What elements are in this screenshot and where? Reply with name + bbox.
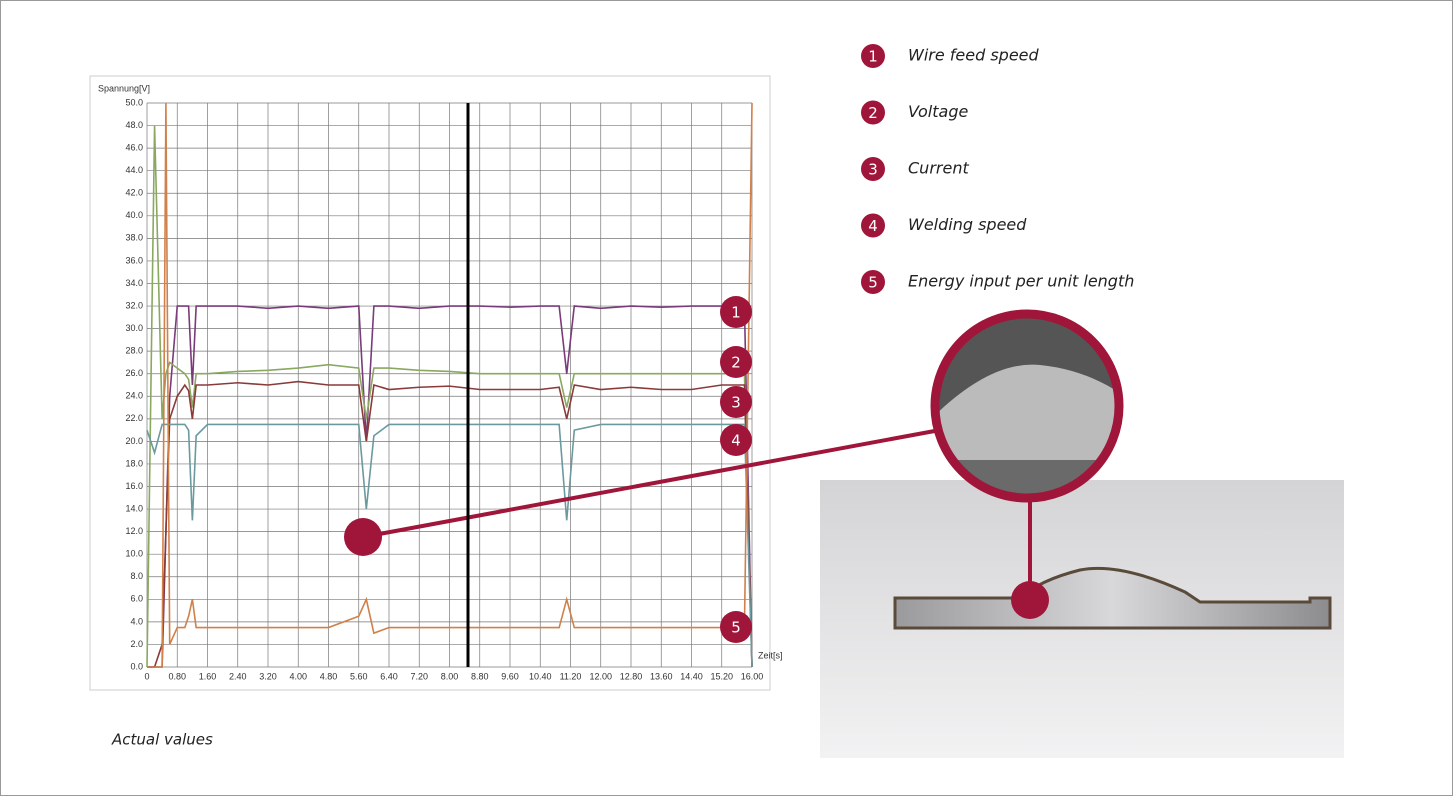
- x-tick-label: 12.80: [620, 671, 643, 681]
- x-tick-label: 7.20: [410, 671, 428, 681]
- y-tick-label: 32.0: [125, 300, 143, 310]
- y-tick-label: 22.0: [125, 413, 143, 423]
- y-tick-label: 4.0: [130, 616, 143, 626]
- x-tick-label: 4.80: [320, 671, 338, 681]
- y-tick-label: 6.0: [130, 594, 143, 604]
- y-tick-label: 8.0: [130, 571, 143, 581]
- x-tick-label: 5.60: [350, 671, 368, 681]
- badge-number: 5: [731, 619, 741, 637]
- legend-number: 4: [868, 217, 878, 235]
- legend-number: 2: [868, 104, 878, 122]
- x-tick-label: 8.80: [471, 671, 489, 681]
- y-tick-label: 48.0: [125, 120, 143, 130]
- y-tick-label: 24.0: [125, 391, 143, 401]
- y-tick-label: 10.0: [125, 549, 143, 559]
- y-tick-label: 16.0: [125, 481, 143, 491]
- x-tick-label: 16.00: [741, 671, 764, 681]
- y-tick-label: 18.0: [125, 458, 143, 468]
- y-tick-label: 2.0: [130, 639, 143, 649]
- y-tick-label: 38.0: [125, 233, 143, 243]
- page: Spannung[V] Zeit[s] Actual values 0.0 2.0…: [0, 0, 1453, 796]
- x-tick-label: 1.60: [199, 671, 217, 681]
- badge-number: 4: [731, 432, 741, 450]
- legend-number: 3: [868, 161, 878, 179]
- legend-number: 1: [868, 48, 878, 66]
- x-tick-label: 10.40: [529, 671, 552, 681]
- x-tick-label: 9.60: [501, 671, 519, 681]
- y-tick-label: 44.0: [125, 165, 143, 175]
- y-tick-label: 30.0: [125, 323, 143, 333]
- y-tick-label: 46.0: [125, 142, 143, 152]
- legend-label: Welding speed: [908, 215, 1027, 234]
- x-tick-label: 8.00: [441, 671, 459, 681]
- x-tick-label: 6.40: [380, 671, 398, 681]
- y-tick-label: 50.0: [125, 97, 143, 107]
- y-tick-label: 12.0: [125, 526, 143, 536]
- legend-label: Voltage: [908, 102, 968, 121]
- legend-number: 5: [868, 274, 878, 292]
- x-axis-label: Zeit[s]: [758, 650, 783, 660]
- y-tick-label: 42.0: [125, 188, 143, 198]
- x-tick-label: 12.00: [589, 671, 612, 681]
- caption: Actual values: [111, 731, 213, 749]
- x-tick-label: 11.20: [560, 671, 582, 681]
- photo: [820, 480, 1344, 758]
- y-tick-label: 40.0: [125, 210, 143, 220]
- badge-number: 3: [731, 394, 741, 412]
- legend-label: Wire feed speed: [908, 46, 1040, 65]
- y-tick-label: 14.0: [125, 503, 143, 513]
- x-tick-label: 13.60: [650, 671, 673, 681]
- y-tick-label: 34.0: [125, 278, 143, 288]
- badge-number: 2: [731, 354, 741, 372]
- y-tick-label: 20.0: [125, 436, 143, 446]
- y-tick-label: 26.0: [125, 368, 143, 378]
- legend-label: Energy input per unit length: [908, 272, 1134, 291]
- x-tick-label: 0.80: [168, 671, 186, 681]
- x-tick-label: 3.20: [259, 671, 277, 681]
- x-tick-label: 0: [144, 671, 149, 681]
- legend-label: Current: [908, 159, 969, 178]
- x-tick-label: 4.00: [289, 671, 307, 681]
- y-tick-label: 36.0: [125, 255, 143, 265]
- y-tick-label: 0.0: [130, 661, 143, 671]
- x-tick-label: 15.20: [710, 671, 733, 681]
- y-axis-label: Spannung[V]: [98, 83, 150, 93]
- y-tick-label: 28.0: [125, 346, 143, 356]
- x-tick-label: 14.40: [680, 671, 703, 681]
- x-tick-label: 2.40: [229, 671, 247, 681]
- badge-number: 1: [731, 304, 741, 322]
